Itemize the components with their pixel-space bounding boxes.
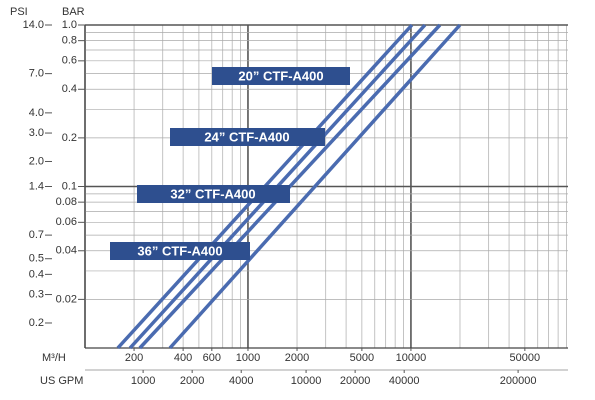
y2-title: PSI [10,6,28,18]
x2-title: US GPM [40,375,83,387]
x2-tick-label: 40000 [389,375,420,387]
x-tick-label: 600 [203,352,221,364]
y2-tick-label: 4.0 [29,107,44,119]
series-line [168,23,462,350]
series-label: 24” CTF-A400 [204,129,289,144]
x2-tick-label: 200000 [500,375,537,387]
series-label: 36” CTF-A400 [137,243,222,258]
y2-tick-label: 1.4 [29,180,44,192]
y-tick-label: 0.2 [62,132,77,144]
x-tick-label: 400 [174,352,192,364]
label-box [110,242,250,260]
x2-tick-label: 4000 [229,375,253,387]
y2-tick-label: 14.0 [23,19,44,31]
y-tick-label: 1.0 [62,19,77,31]
series-label: 20” CTF-A400 [238,68,323,83]
y-tick-label: 0.6 [62,55,77,67]
y2-tick-label: 0.3 [29,288,44,300]
y-tick-label: 0.08 [56,196,77,208]
y2-tick-label: 0.2 [29,317,44,329]
x-tick-label: 5000 [350,352,374,364]
x-tick-label: 50000 [510,352,541,364]
y-tick-label: 0.06 [56,216,77,228]
y2-tick-label: 2.0 [29,155,44,167]
y2-tick-label: 7.0 [29,68,44,80]
label-box [170,128,325,146]
y-tick-label: 0.04 [56,245,77,257]
y-title: BAR [62,6,85,18]
x-tick-label: 10000 [396,352,427,364]
x2-tick-label: 1000 [131,375,155,387]
y-tick-label: 0.8 [62,35,77,47]
y2-tick-label: 0.4 [29,268,44,280]
x-tick-label: 2000 [285,352,309,364]
x-title: M³/H [42,352,66,364]
series-label: 32” CTF-A400 [170,186,255,201]
y-tick-label: 0.4 [62,83,77,95]
x-tick-label: 1000 [236,352,260,364]
x2-tick-label: 2000 [180,375,204,387]
y2-tick-label: 3.0 [29,127,44,139]
x-tick-label: 200 [125,352,143,364]
x2-tick-label: 20000 [340,375,371,387]
y-tick-label: 0.02 [56,293,77,305]
label-box [212,67,350,85]
label-box [137,185,290,203]
y-tick-label: 0.1 [62,180,77,192]
y2-tick-label: 0.5 [29,253,44,265]
x2-tick-label: 10000 [291,375,322,387]
y2-tick-label: 0.7 [29,229,44,241]
